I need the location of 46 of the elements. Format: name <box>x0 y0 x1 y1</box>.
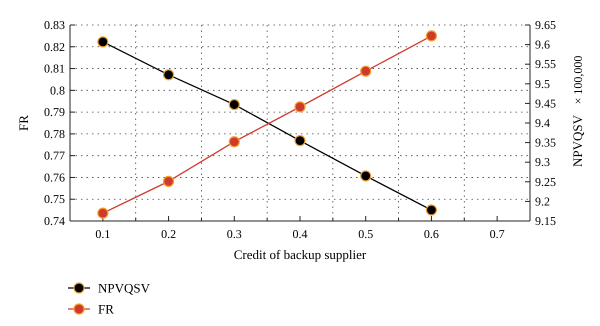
point <box>228 98 240 110</box>
point <box>97 36 108 48</box>
y2-tick-label: 9.45 <box>535 96 556 110</box>
y2-tick-label: 9.2 <box>535 194 550 208</box>
x-tick-label: 0.6 <box>424 227 439 241</box>
text: × 100,000 <box>571 56 585 104</box>
y-tick-label: 0.79 <box>44 105 65 120</box>
y2-tick-label: 9.6 <box>535 38 550 52</box>
y2-tick-label: 9.55 <box>535 57 556 72</box>
point <box>426 30 438 42</box>
point <box>97 208 108 219</box>
y2-tick-label: 9.25 <box>535 174 556 189</box>
point <box>360 170 372 182</box>
point <box>162 176 174 187</box>
y-tick-label: 0.78 <box>44 126 65 141</box>
point <box>360 66 372 77</box>
y-axis-title: FR <box>16 114 31 131</box>
y-tick-label: 0.81 <box>44 62 65 76</box>
point <box>162 69 174 80</box>
y2-tick-label: 9.15 <box>535 214 556 228</box>
legend-label: NPVQSV <box>98 280 151 296</box>
y2-tick-label: 9.3 <box>535 155 550 170</box>
legend-label: FR <box>98 302 114 316</box>
x-tick-label: 0.5 <box>358 227 374 241</box>
x-axis-title: Credit of backup supplier <box>234 247 367 262</box>
point <box>426 204 438 216</box>
y-tick-label: 0.75 <box>44 192 65 206</box>
y2-tick-label: 9.5 <box>535 76 550 91</box>
y-tick-label: 0.74 <box>44 214 65 228</box>
x-tick-label: 0.2 <box>161 227 176 241</box>
x-tick-label: 0.7 <box>490 227 505 241</box>
x-tick-label: 0.3 <box>226 227 242 241</box>
y2-tick-label: 9.4 <box>535 116 550 130</box>
y-tick-label: 0.82 <box>44 40 65 54</box>
x-tick-label: 0.1 <box>95 227 110 241</box>
y2-tick-label: 9.35 <box>535 136 556 150</box>
point <box>294 135 306 146</box>
x-tick-label: 0.4 <box>292 227 308 241</box>
y2-axis-title: NPVQSV <box>570 114 585 168</box>
y-tick-label: 0.8 <box>50 83 65 98</box>
y-tick-label: 0.77 <box>44 148 65 163</box>
y-tick-label: 0.83 <box>44 18 65 32</box>
y-tick-label: 0.76 <box>44 170 65 184</box>
point <box>294 101 306 112</box>
y2-tick-label: 9.65 <box>535 18 556 32</box>
point <box>228 136 240 148</box>
